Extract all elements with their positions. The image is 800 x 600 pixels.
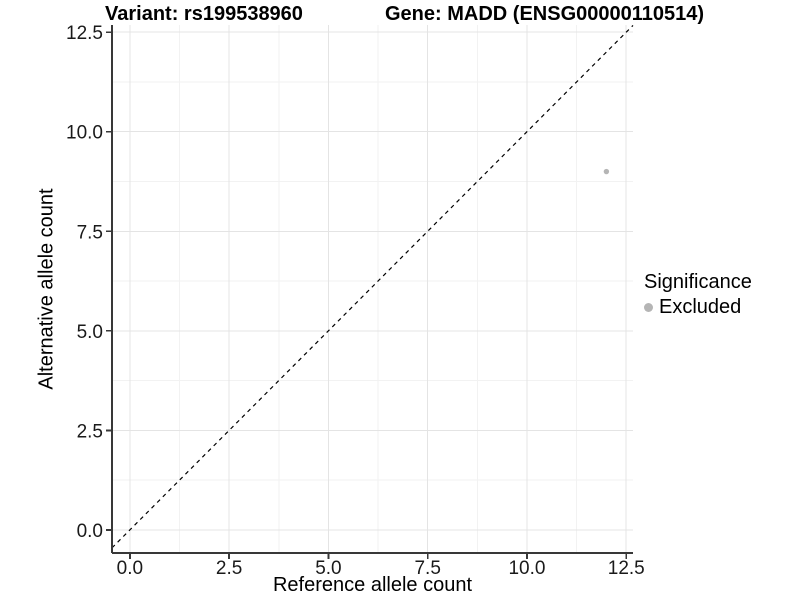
x-axis-title: Reference allele count	[272, 574, 472, 596]
legend-item-excluded: Excluded	[644, 296, 752, 319]
legend-point-icon	[644, 303, 653, 312]
svg-text:5.0: 5.0	[77, 322, 103, 343]
svg-text:12.5: 12.5	[608, 558, 645, 579]
svg-text:0.0: 0.0	[117, 558, 143, 579]
data-point	[603, 168, 610, 175]
svg-text:2.5: 2.5	[216, 558, 242, 579]
svg-text:0.0: 0.0	[77, 521, 103, 542]
identity-line	[111, 24, 634, 549]
svg-text:10.0: 10.0	[66, 123, 103, 144]
svg-text:2.5: 2.5	[77, 421, 103, 442]
legend-title: Significance	[644, 271, 752, 293]
svg-text:7.5: 7.5	[414, 558, 440, 579]
legend: Significance Excluded	[644, 271, 752, 319]
legend-item-label: Excluded	[659, 296, 742, 318]
plot-title-gene: Gene: MADD (ENSG00000110514)	[385, 3, 705, 25]
svg-text:12.5: 12.5	[66, 23, 103, 44]
svg-text:5.0: 5.0	[315, 558, 341, 579]
plot-title-variant: Variant: rs199538960	[105, 3, 303, 25]
svg-text:10.0: 10.0	[508, 558, 545, 579]
y-axis-title: Alternative allele count	[35, 188, 58, 390]
svg-text:7.5: 7.5	[77, 222, 103, 243]
